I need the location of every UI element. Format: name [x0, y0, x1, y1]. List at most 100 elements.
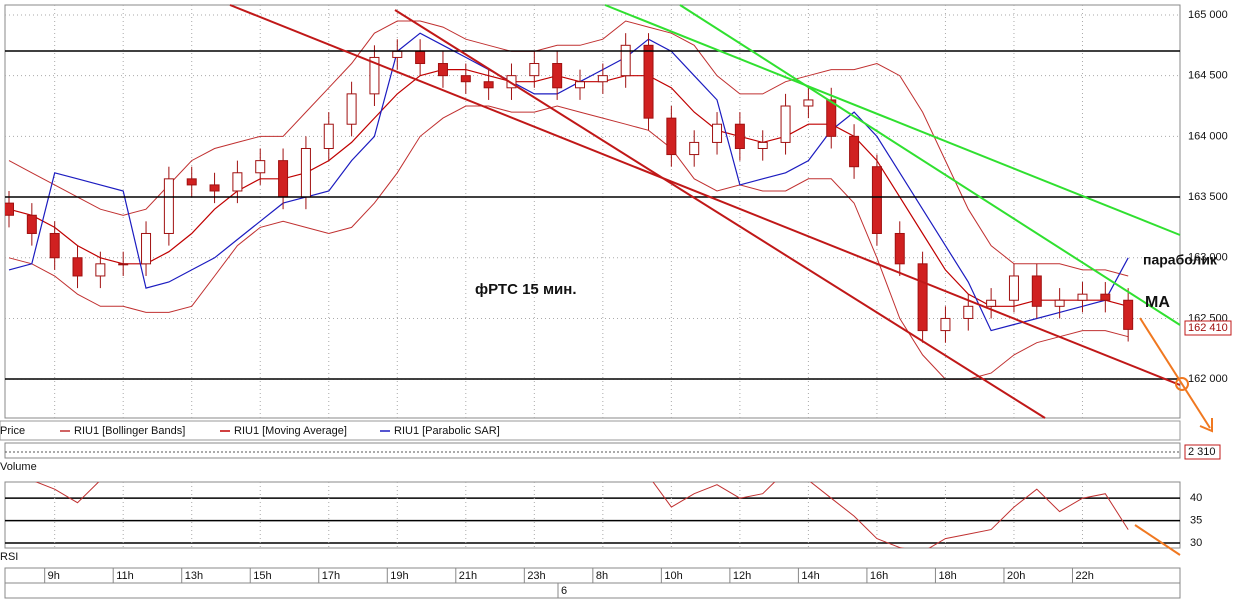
y-tick-label: 165 000 [1188, 9, 1228, 21]
trend-line [394, 9, 1046, 419]
drawings [5, 4, 1213, 556]
date-label: 6 [561, 585, 567, 597]
candle-body [826, 99, 837, 137]
candle-body [346, 93, 357, 125]
x-tick-label: 23h [527, 570, 545, 582]
legend-label: RIU1 [Parabolic SAR] [394, 425, 500, 437]
candle-body [552, 63, 563, 89]
legend-price: Price [0, 425, 25, 437]
trend-line [604, 4, 1181, 236]
x-tick-label: 19h [390, 570, 408, 582]
x-tick-label: 8h [596, 570, 608, 582]
last-price-box [1184, 320, 1232, 336]
volume-last: 2 310 [1188, 446, 1216, 458]
candle-body [483, 81, 494, 89]
candle-body [803, 99, 814, 107]
candle-body [415, 50, 426, 65]
candle-body [689, 141, 700, 156]
candle-body [849, 135, 860, 168]
candle-body [712, 123, 723, 143]
candle-body [940, 317, 951, 332]
candle-body [209, 184, 220, 192]
rsi-panel [4, 481, 1181, 549]
candle-body [49, 232, 60, 259]
trend-line [229, 4, 1181, 386]
candle-body [917, 263, 928, 332]
candle-body [620, 44, 631, 77]
candle-body [26, 214, 37, 234]
candle-body [666, 117, 677, 156]
candle-body [323, 123, 334, 149]
last-price: 162 410 [1188, 322, 1228, 334]
candle-body [278, 160, 289, 198]
y-tick-label: 40 [1190, 492, 1202, 504]
x-tick-label: 11h [116, 570, 134, 582]
y-tick-label: 30 [1190, 537, 1202, 549]
candle-body [986, 299, 997, 307]
candle-body [1054, 299, 1065, 307]
volume-box [1184, 444, 1221, 460]
legend-label: RIU1 [Bollinger Bands] [74, 425, 185, 437]
y-tick-label: 164 500 [1188, 70, 1228, 82]
arrow-head [1199, 418, 1213, 433]
target-circle [1175, 377, 1189, 391]
candle-body [72, 257, 83, 277]
candle-body [95, 263, 106, 277]
main-plot [5, 5, 1180, 418]
candle-body [369, 56, 380, 95]
candle-body [5, 202, 14, 216]
forecast-arrow [1139, 317, 1211, 429]
candle-body [186, 178, 197, 186]
x-tick-label: 16h [870, 570, 888, 582]
y-tick-label: 164 000 [1188, 130, 1228, 142]
indicator-line [8, 69, 1129, 307]
indicator-line [8, 105, 1129, 380]
candle-body [392, 50, 403, 58]
candle-body [780, 105, 791, 143]
candle-body [757, 141, 768, 149]
legend-label: RIU1 [Moving Average] [234, 425, 347, 437]
y-tick-label: 162 000 [1188, 373, 1228, 385]
indicator-line [35, 482, 1129, 548]
rsi-label: RSI [0, 551, 18, 563]
annotation: фРТС 15 мин. [475, 281, 577, 298]
x-tick-label: 20h [1007, 570, 1025, 582]
candle-body [1008, 275, 1019, 301]
x-tick-label: 13h [185, 570, 203, 582]
candle-body [141, 232, 152, 265]
candle-body [255, 160, 266, 174]
x-tick-label: 22h [1075, 570, 1093, 582]
trend-line [679, 4, 1181, 326]
indicator-line [8, 32, 1129, 332]
rsi-arrow [1134, 524, 1181, 556]
volume-label: Volume [0, 461, 37, 473]
candle-body [575, 81, 585, 89]
y-tick-label: 163 500 [1188, 191, 1228, 203]
x-tick-label: 9h [48, 570, 60, 582]
annotation: MA [1145, 294, 1170, 311]
volume-panel [4, 442, 1181, 459]
y-tick-label: 163 000 [1188, 252, 1228, 264]
candle-body [1077, 293, 1088, 301]
candle-body [460, 75, 471, 83]
x-tick-label: 17h [322, 570, 340, 582]
candle-body [529, 63, 540, 77]
x-tick-label: 10h [664, 570, 682, 582]
candle-body [163, 178, 174, 234]
candle-body [1031, 275, 1042, 307]
x-tick-label: 12h [733, 570, 751, 582]
candle-body [597, 75, 608, 83]
y-tick-label: 35 [1190, 515, 1202, 527]
candle-body [300, 147, 311, 198]
candle-body [734, 123, 745, 149]
candle-body [437, 63, 448, 77]
x-tick-label: 21h [459, 570, 477, 582]
candle-body [1100, 293, 1111, 301]
x-tick-label: 15h [253, 570, 271, 582]
annotation: параболик [1143, 252, 1218, 268]
candle-body [232, 172, 243, 192]
candle-body [871, 166, 882, 234]
